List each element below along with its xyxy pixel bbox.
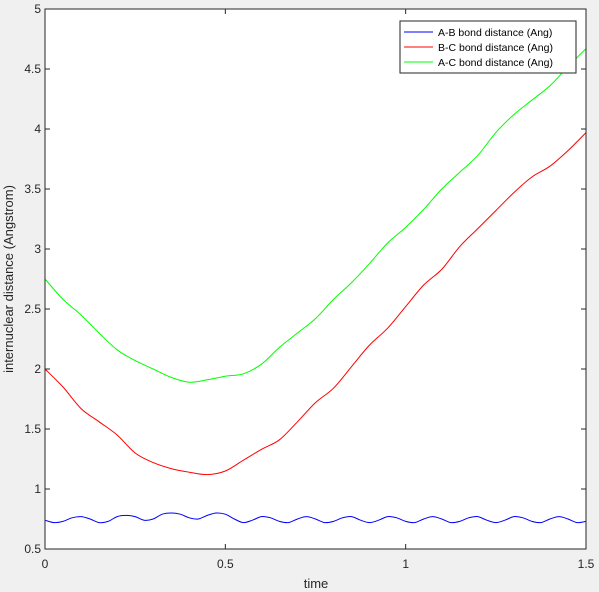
y-tick-label: 2.5 [24, 302, 41, 316]
y-tick-label: 3.5 [24, 182, 41, 196]
x-tick-label: 0.5 [217, 557, 234, 571]
series-layer [44, 48, 587, 524]
y-tick-label: 3 [34, 242, 41, 256]
y-tick-label: 4.5 [24, 62, 41, 76]
x-tick-label: 1 [402, 557, 409, 571]
plot-frame [44, 8, 587, 550]
x-tick-label: 0 [42, 557, 49, 571]
series-line-ab [44, 512, 587, 524]
x-tick-label: 1.5 [578, 557, 595, 571]
y-axis-label: internuclear distance (Angstrom) [1, 185, 16, 373]
legend-label-bc: B-C bond distance (Ang) [438, 42, 553, 54]
y-tick-label: 2 [34, 362, 41, 376]
y-tick-label: 1.5 [24, 422, 41, 436]
y-tick-label: 0.5 [24, 542, 41, 556]
y-tick-label: 1 [34, 482, 41, 496]
series-line-bc [44, 132, 587, 476]
series-line-ac [44, 48, 587, 383]
legend: A-B bond distance (Ang) B-C bond distanc… [399, 20, 577, 74]
legend-label-ab: A-B bond distance (Ang) [438, 27, 552, 39]
y-tick-label: 5 [34, 2, 41, 16]
legend-label-ac: A-C bond distance (Ang) [438, 57, 553, 69]
x-axis-label: time [304, 576, 329, 591]
plot-area [45, 9, 586, 549]
y-tick-label: 4 [34, 122, 41, 136]
